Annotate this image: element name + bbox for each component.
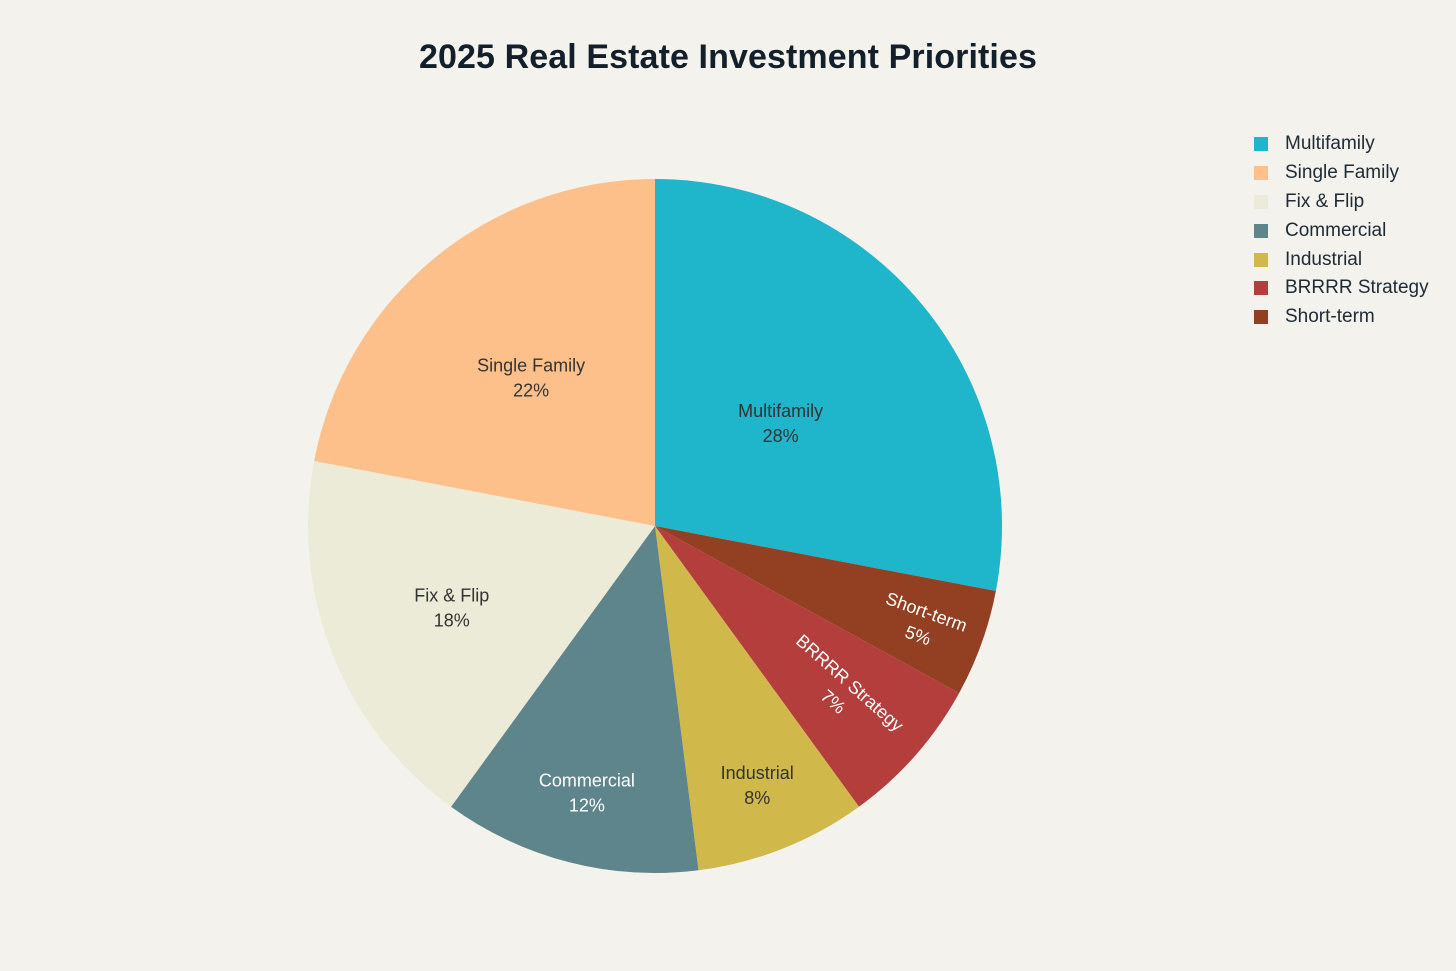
legend-item-commercial[interactable]: Commercial <box>1254 216 1429 245</box>
slice-label-multifamily: Multifamily <box>738 401 823 421</box>
legend-label: Multifamily <box>1285 133 1375 155</box>
legend-label: Short-term <box>1285 306 1375 328</box>
chart-title: 2025 Real Estate Investment Priorities <box>419 38 1037 76</box>
slice-value-multifamily: 28% <box>763 426 799 446</box>
legend-swatch <box>1254 252 1268 267</box>
pie-slice-fix-and-flip <box>308 460 655 807</box>
legend-item-fix-and-flip[interactable]: Fix & Flip <box>1254 188 1429 217</box>
legend-item-single-family[interactable]: Single Family <box>1254 159 1429 188</box>
slice-label-group-fix-and-flip: Fix & Flip 18% <box>414 585 489 630</box>
legend-swatch <box>1254 137 1268 152</box>
pie-slice-short-term <box>655 526 996 694</box>
legend-item-brrrr-strategy[interactable]: BRRRR Strategy <box>1254 274 1429 303</box>
slice-value-industrial: 8% <box>744 788 770 808</box>
slice-label-group-commercial: Commercial 12% <box>539 771 635 816</box>
legend-swatch <box>1254 281 1268 296</box>
legend: Multifamily Single Family Fix & Flip Commer… <box>1254 130 1429 332</box>
legend-item-multifamily[interactable]: Multifamily <box>1254 130 1429 159</box>
slice-value-fix-and-flip: 18% <box>434 610 470 630</box>
legend-label: Fix & Flip <box>1285 190 1365 212</box>
legend-label: Single Family <box>1285 162 1400 184</box>
legend-label: Commercial <box>1285 219 1387 241</box>
legend-label: Industrial <box>1285 248 1363 270</box>
slice-label-commercial: Commercial <box>539 771 635 791</box>
pie-slice-commercial <box>451 526 699 873</box>
legend-swatch <box>1254 310 1268 325</box>
slice-label-single-family: Single Family <box>477 355 585 375</box>
legend-item-short-term[interactable]: Short-term <box>1254 303 1429 332</box>
legend-swatch <box>1254 223 1268 238</box>
legend-item-industrial[interactable]: Industrial <box>1254 245 1429 274</box>
pie-slices <box>308 179 1002 873</box>
pie-slice-industrial <box>655 526 859 871</box>
slice-label-industrial: Industrial <box>721 763 794 783</box>
pie-slice-single-family <box>314 179 655 526</box>
slice-value-commercial: 12% <box>569 796 605 816</box>
legend-swatch <box>1254 194 1268 209</box>
legend-label: BRRRR Strategy <box>1285 277 1429 299</box>
legend-swatch <box>1254 166 1268 181</box>
slice-label-group-industrial: Industrial 8% <box>721 763 794 808</box>
pie-slice-brrrr-strategy <box>655 526 960 807</box>
slice-label-fix-and-flip: Fix & Flip <box>414 585 489 605</box>
slice-label-group-multifamily: Multifamily 28% <box>738 401 823 446</box>
pie-slice-multifamily <box>655 179 1002 592</box>
slice-label-group-single-family: Single Family 22% <box>477 355 585 400</box>
slice-value-single-family: 22% <box>513 380 549 400</box>
